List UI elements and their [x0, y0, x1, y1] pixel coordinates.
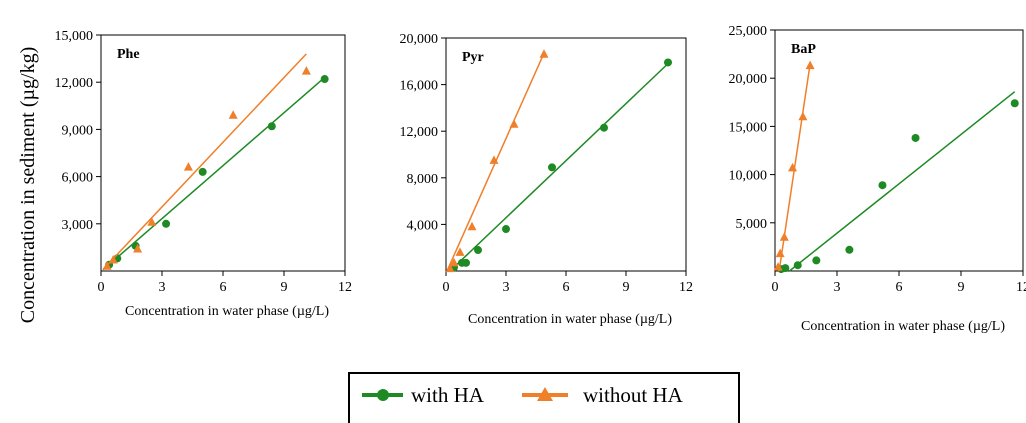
y-tick-label: 25,000: [729, 24, 768, 39]
series-with-ha: [449, 58, 672, 272]
panel-phe: 0 3 6 9 12 3,000 6,000 9,000 12,000 15,000 Phe Conc…: [55, 29, 353, 319]
y-tick-label: 10,000: [729, 169, 768, 184]
data-point: [911, 133, 920, 142]
panels: 0 3 6 9 12 3,000 6,000 9,000 12,000 15,000 Phe Conc…: [55, 24, 1026, 334]
data-point: [445, 263, 455, 273]
data-point: [228, 110, 238, 119]
x-axis-label: Concentration in water phase (µg/L): [468, 312, 672, 327]
y-tick-label: 15,000: [55, 29, 94, 44]
data-point: [1010, 99, 1019, 108]
data-point: [788, 162, 798, 172]
data-point: [775, 248, 785, 258]
y-tick-label: 6,000: [62, 171, 94, 186]
y-tick-label: 5,000: [736, 217, 768, 232]
data-point: [845, 245, 854, 254]
data-point: [793, 261, 802, 270]
data-point: [198, 167, 207, 176]
y-tick-label: 20,000: [400, 32, 439, 47]
panel-pyr: 0 3 6 9 12 4,000 8,000 12,000 16,000 20,000 Pyr Con…: [400, 32, 694, 327]
y-tick-label: 9,000: [62, 123, 94, 138]
data-point: [449, 257, 459, 267]
x-tick-label: 9: [623, 280, 630, 295]
data-point: [102, 261, 112, 270]
data-point: [539, 49, 549, 58]
data-point: [474, 246, 482, 255]
data-point: [455, 247, 465, 256]
data-point: [548, 163, 556, 172]
x-tick-label: 3: [159, 280, 166, 295]
fit-line: [102, 76, 326, 271]
fit-line: [102, 53, 307, 270]
y-axis-label: Concentration in sediment (µg/kg): [17, 47, 39, 323]
plot-frame: [445, 37, 687, 272]
series-with-ha: [102, 75, 329, 271]
data-point: [320, 75, 329, 84]
data-point: [664, 58, 672, 67]
y-tick-label: 20,000: [729, 72, 768, 87]
data-point: [502, 225, 510, 234]
x-tick-label: 6: [896, 280, 903, 295]
data-point: [183, 162, 193, 171]
x-tick-label: 9: [281, 280, 288, 295]
data-point: [781, 264, 790, 273]
x-tick-label: 6: [220, 280, 227, 295]
series-without-ha: [102, 53, 311, 270]
data-point: [133, 243, 143, 253]
legend-with-marker: [377, 389, 389, 401]
data-point: [878, 181, 887, 190]
series-without-ha: [445, 49, 549, 273]
y-tick-label: 4,000: [407, 218, 439, 233]
legend: with HA without HA: [348, 372, 740, 423]
legend-without-label: without HA: [583, 383, 684, 407]
data-point: [773, 262, 783, 271]
legend-without-marker: [537, 387, 553, 401]
data-point: [805, 60, 815, 70]
series-with-ha: [777, 91, 1019, 274]
data-point: [301, 66, 311, 75]
data-point: [147, 217, 157, 226]
y-tick-label: 8,000: [407, 172, 439, 187]
data-point: [489, 155, 499, 164]
panel-title: BaP: [791, 42, 816, 57]
fit-line: [449, 63, 669, 272]
x-tick-label: 9: [958, 280, 965, 295]
x-tick-label: 0: [98, 280, 105, 295]
x-axis-label: Concentration in water phase (µg/L): [801, 319, 1005, 334]
x-tick-label: 12: [1016, 280, 1026, 295]
data-point: [600, 123, 608, 132]
x-tick-label: 0: [443, 280, 450, 295]
x-tick-label: 12: [338, 280, 352, 295]
y-tick-label: 12,000: [400, 125, 439, 140]
y-tick-label: 15,000: [729, 120, 768, 135]
data-point: [798, 111, 808, 121]
x-tick-label: 12: [679, 280, 693, 295]
data-point: [267, 122, 276, 131]
panel-bap: 0 3 6 9 12 5,000 10,000 15,000 20,000 25,000 BaP Co…: [729, 24, 1026, 334]
fit-line: [788, 91, 1016, 272]
panel-title: Pyr: [462, 50, 484, 65]
y-tick-label: 3,000: [62, 218, 94, 233]
data-point: [812, 256, 821, 265]
data-point: [108, 254, 118, 264]
x-tick-label: 3: [503, 280, 510, 295]
data-point: [462, 258, 470, 267]
x-axis-label: Concentration in water phase (µg/L): [125, 304, 329, 319]
series-without-ha: [773, 60, 815, 272]
data-point: [162, 219, 171, 228]
x-tick-label: 0: [772, 280, 779, 295]
x-tick-label: 3: [834, 280, 841, 295]
x-tick-label: 6: [563, 280, 570, 295]
panel-title: Phe: [117, 47, 140, 62]
data-point: [467, 221, 477, 231]
y-tick-label: 12,000: [55, 76, 94, 91]
data-point: [779, 232, 789, 241]
legend-with-label: with HA: [411, 383, 485, 407]
y-tick-label: 16,000: [400, 79, 439, 94]
data-point: [509, 119, 519, 128]
